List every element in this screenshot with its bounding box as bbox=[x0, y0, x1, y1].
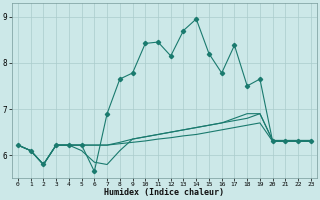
X-axis label: Humidex (Indice chaleur): Humidex (Indice chaleur) bbox=[104, 188, 224, 197]
